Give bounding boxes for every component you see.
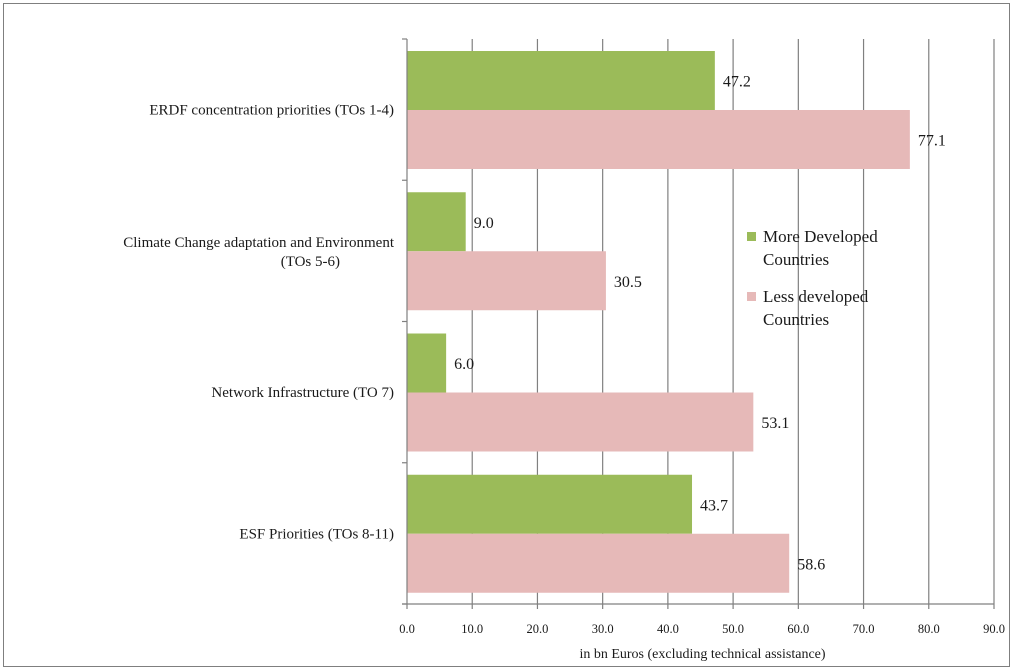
bar [407,192,466,252]
bar [407,333,447,393]
chart-frame: 47.2 77.1 ERDF concentration priorities (T… [3,3,1010,667]
data-label: 43.7 [700,497,728,514]
bar [407,392,754,452]
x-tick-label: 80.0 [918,622,940,636]
bar [407,533,790,593]
x-axis-title: in bn Euros (excluding technical assista… [579,647,825,662]
data-label: 30.5 [614,274,642,291]
data-label: 58.6 [797,556,825,573]
legend-swatch [747,292,756,301]
category-label: Climate Change adaptation and Environmen… [123,235,395,251]
x-tick-label: 40.0 [657,622,679,636]
legend-label: Countries [763,250,829,269]
bar-chart: 47.2 77.1 ERDF concentration priorities (T… [123,38,1005,662]
legend-label: Countries [763,310,829,329]
legend-swatch [747,232,756,241]
data-label: 77.1 [918,133,946,150]
x-tick-label: 90.0 [983,622,1005,636]
bar [407,474,693,534]
data-label: 9.0 [474,215,494,232]
bar [407,251,606,311]
data-label: 47.2 [723,74,751,91]
data-label: 6.0 [454,356,474,373]
x-tick-label: 10.0 [461,622,483,636]
x-tick-label: 20.0 [527,622,549,636]
x-tick-label: 60.0 [787,622,809,636]
x-tick-label: 70.0 [853,622,875,636]
bar [407,51,715,110]
category-label: Network Infrastructure (TO 7) [211,385,394,401]
x-tick-label: 50.0 [722,622,744,636]
x-tick-label: 0.0 [399,622,415,636]
x-tick-label: 30.0 [592,622,614,636]
data-label: 53.1 [761,415,789,432]
bar [407,110,910,169]
category-label: (TOs 5-6) [281,254,340,270]
category-label: ESF Priorities (TOs 8-11) [239,526,394,542]
legend-label: Less developed [763,287,869,306]
category-label: ERDF concentration priorities (TOs 1-4) [149,103,394,119]
legend-label: More Developed [763,227,878,246]
